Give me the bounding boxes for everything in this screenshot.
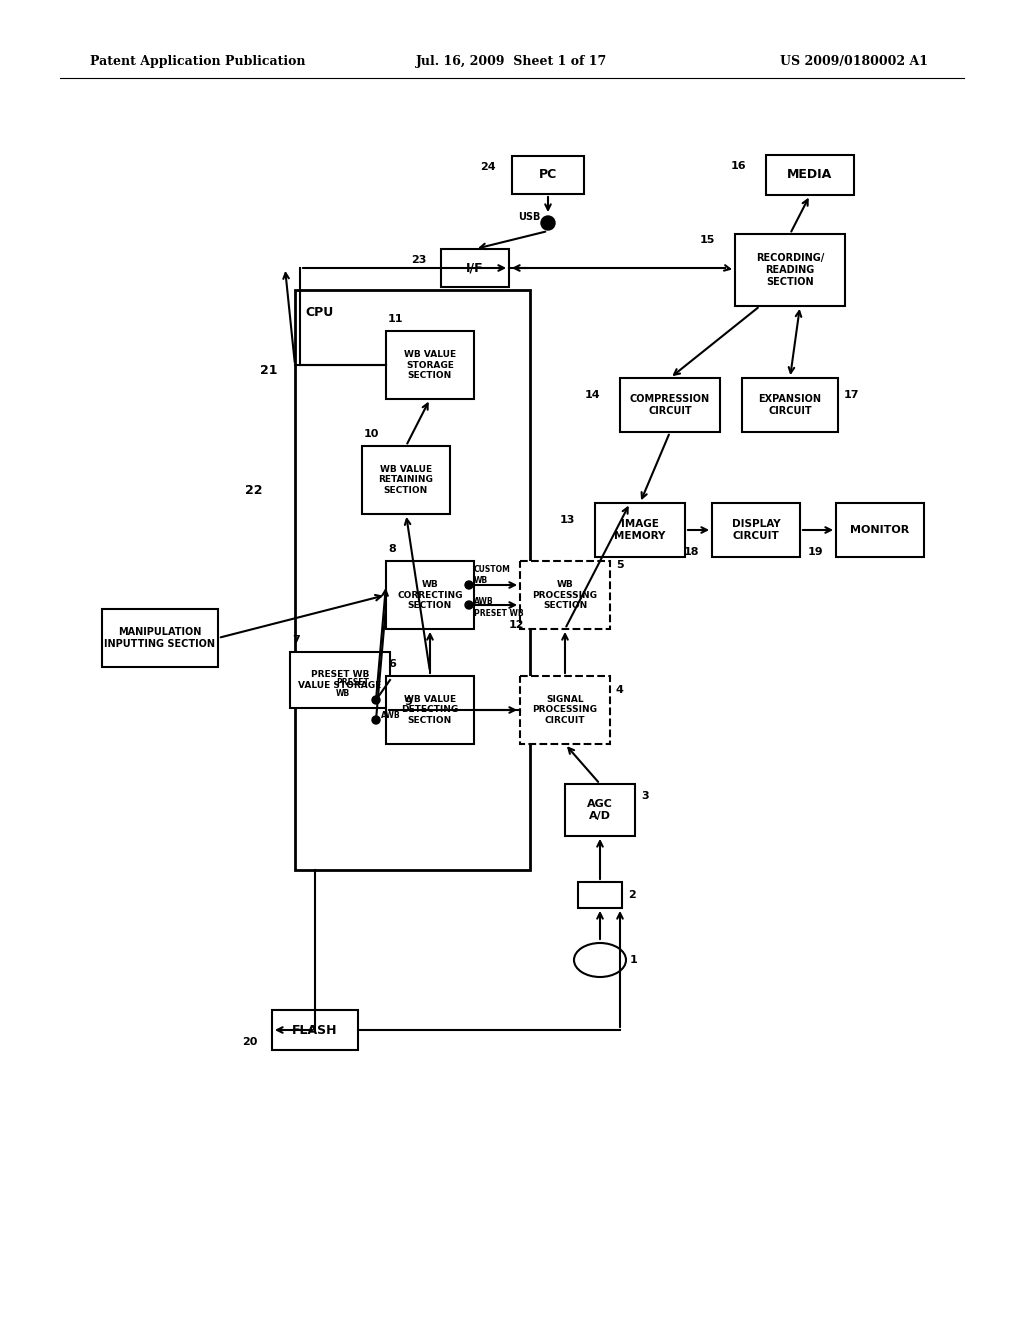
Circle shape [541, 216, 555, 230]
Text: EXPANSION
CIRCUIT: EXPANSION CIRCUIT [759, 395, 821, 416]
Text: COMPRESSION
CIRCUIT: COMPRESSION CIRCUIT [630, 395, 710, 416]
Text: MEDIA: MEDIA [787, 169, 833, 181]
Text: WB VALUE
STORAGE
SECTION: WB VALUE STORAGE SECTION [403, 350, 456, 380]
Text: US 2009/0180002 A1: US 2009/0180002 A1 [780, 55, 928, 69]
Text: 19: 19 [808, 546, 823, 557]
Text: 8: 8 [388, 544, 395, 554]
Text: 9: 9 [404, 697, 412, 708]
Circle shape [465, 581, 473, 589]
Text: 14: 14 [585, 389, 601, 400]
Text: 3: 3 [641, 791, 648, 801]
Text: 1: 1 [630, 954, 638, 965]
Bar [386, 561, 474, 630]
Bar [386, 676, 474, 744]
Text: AGC
A/D: AGC A/D [587, 799, 613, 821]
Text: WB
CORRECTING
SECTION: WB CORRECTING SECTION [397, 579, 463, 610]
Text: I/F: I/F [466, 261, 483, 275]
Text: 18: 18 [684, 546, 699, 557]
Bar [766, 154, 854, 195]
Bar [386, 331, 474, 399]
Text: 11: 11 [388, 314, 403, 323]
Text: 5: 5 [616, 560, 624, 570]
Text: 21: 21 [260, 363, 278, 376]
Bar [595, 503, 685, 557]
Bar [712, 503, 800, 557]
Text: 17: 17 [844, 389, 859, 400]
Text: MANIPULATION
INPUTTING SECTION: MANIPULATION INPUTTING SECTION [104, 627, 215, 649]
Bar [272, 1010, 358, 1049]
Text: 24: 24 [480, 162, 496, 172]
Text: 23: 23 [411, 255, 426, 265]
Text: Jul. 16, 2009  Sheet 1 of 17: Jul. 16, 2009 Sheet 1 of 17 [417, 55, 607, 69]
Text: AWB: AWB [474, 597, 494, 606]
Text: CUSTOM
WB: CUSTOM WB [474, 565, 511, 585]
Text: MONITOR: MONITOR [850, 525, 909, 535]
Bar [295, 290, 530, 870]
Text: 13: 13 [560, 515, 575, 525]
Bar [836, 503, 924, 557]
Text: 4: 4 [616, 685, 624, 696]
Bar [578, 882, 622, 908]
Text: PC: PC [539, 169, 557, 181]
Text: PRESET
WB: PRESET WB [336, 678, 369, 698]
Bar [102, 609, 218, 667]
Text: WB
PROCESSING
SECTION: WB PROCESSING SECTION [532, 579, 597, 610]
Text: 12: 12 [509, 620, 524, 630]
Bar [512, 156, 584, 194]
Text: CPU: CPU [305, 305, 333, 318]
Text: 16: 16 [731, 161, 746, 172]
Circle shape [372, 715, 380, 723]
Text: WB VALUE
RETAINING
SECTION: WB VALUE RETAINING SECTION [379, 465, 433, 495]
Circle shape [465, 601, 473, 609]
Bar [742, 378, 838, 432]
Text: AWB: AWB [381, 711, 400, 721]
Text: RECORDING/
READING
SECTION: RECORDING/ READING SECTION [756, 253, 824, 286]
Bar [362, 446, 450, 513]
Text: USB: USB [518, 213, 541, 222]
Text: FLASH: FLASH [292, 1023, 338, 1036]
Bar [520, 676, 610, 744]
Text: FIG. 1: FIG. 1 [118, 620, 182, 639]
Text: 6: 6 [388, 659, 396, 669]
Bar [735, 234, 845, 306]
Bar [441, 249, 509, 286]
Text: WB VALUE
DETECTING
SECTION: WB VALUE DETECTING SECTION [401, 696, 459, 725]
Text: 10: 10 [364, 429, 379, 440]
Bar [620, 378, 720, 432]
Ellipse shape [574, 942, 626, 977]
Text: 7: 7 [292, 635, 300, 645]
Text: PRESET WB
VALUE STORAGE: PRESET WB VALUE STORAGE [298, 671, 382, 689]
Bar [520, 561, 610, 630]
Text: SIGNAL
PROCESSING
CIRCUIT: SIGNAL PROCESSING CIRCUIT [532, 696, 597, 725]
Bar [565, 784, 635, 836]
Text: PRESET WB: PRESET WB [474, 609, 523, 618]
Text: 15: 15 [700, 235, 716, 246]
Text: 2: 2 [628, 890, 636, 900]
Text: DISPLAY
CIRCUIT: DISPLAY CIRCUIT [732, 519, 780, 541]
Text: Patent Application Publication: Patent Application Publication [90, 55, 305, 69]
Text: IMAGE
MEMORY: IMAGE MEMORY [614, 519, 666, 541]
Circle shape [372, 696, 380, 704]
Text: 22: 22 [245, 483, 262, 496]
Text: 20: 20 [242, 1038, 257, 1047]
Bar [290, 652, 390, 708]
